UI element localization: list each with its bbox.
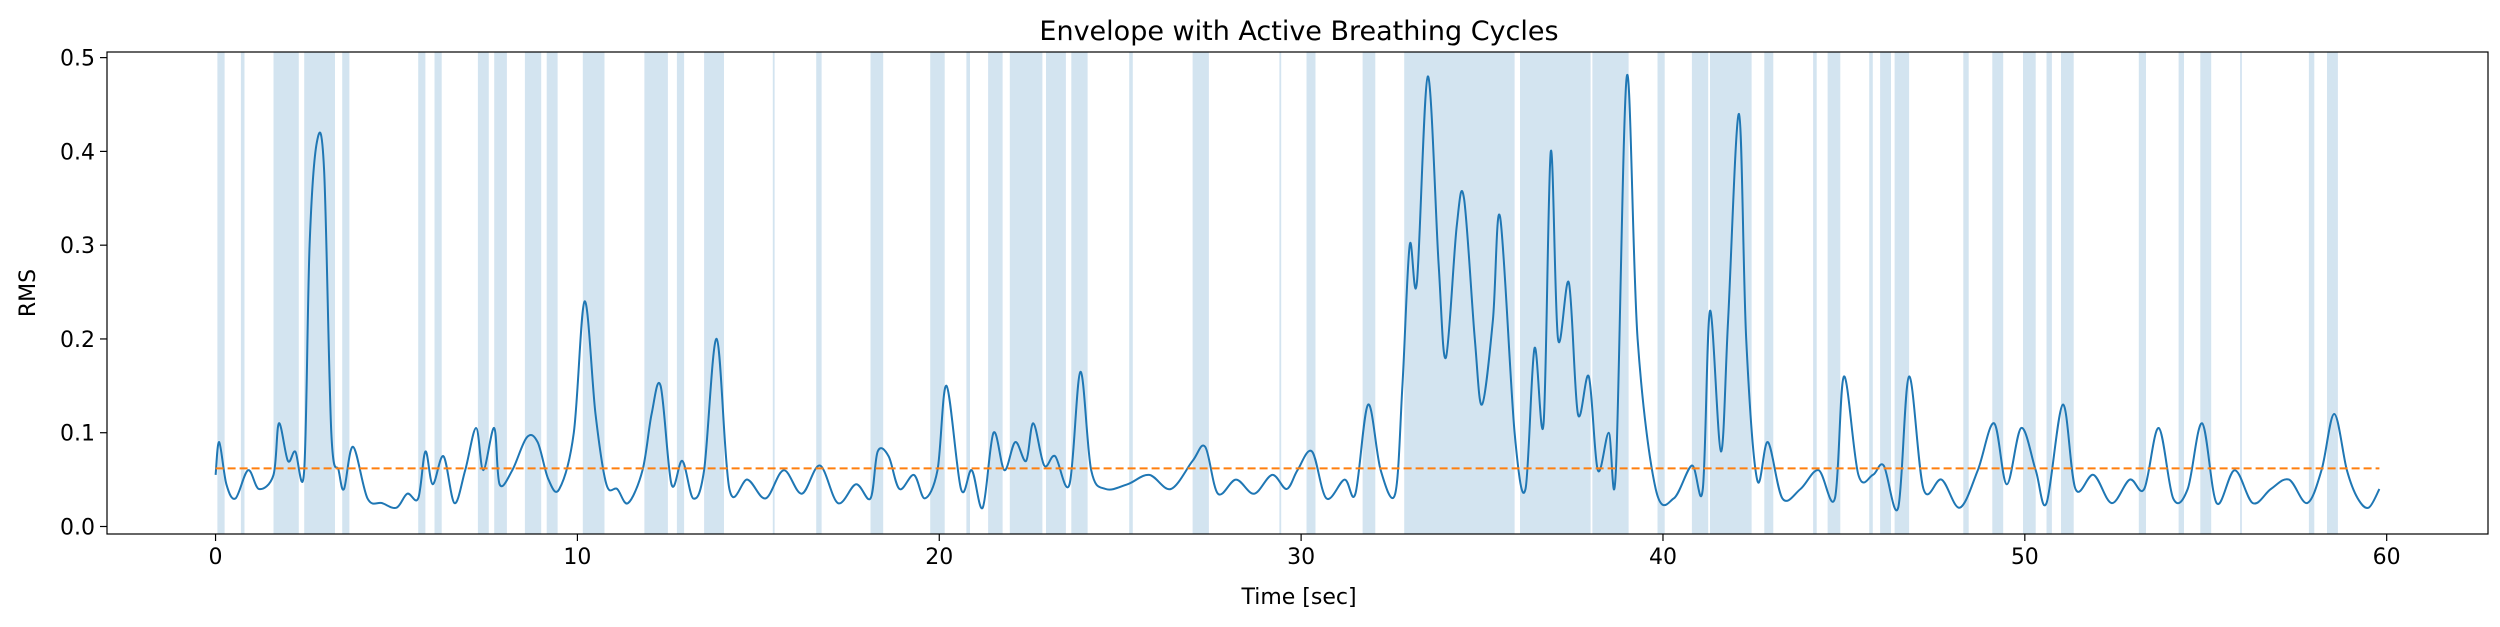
active-span: [1071, 52, 1088, 534]
active-span: [1129, 52, 1133, 534]
active-span: [1813, 52, 1817, 534]
x-axis-ticks: 0 10 20 30 40 50 60: [209, 534, 2401, 570]
active-span: [524, 52, 542, 534]
active-span: [2061, 52, 2074, 534]
y-tick-label: 0.1: [60, 422, 95, 447]
active-span: [816, 52, 822, 534]
active-span: [217, 52, 225, 534]
active-span: [1279, 52, 1282, 534]
y-axis-label: RMS: [16, 269, 41, 317]
y-tick-label: 0.5: [60, 47, 95, 72]
active-span: [2200, 52, 2212, 534]
y-tick-label: 0.2: [60, 328, 95, 353]
chart-title: Envelope with Active Breathing Cycles: [1039, 16, 1558, 47]
active-span: [546, 52, 558, 534]
active-span: [494, 52, 507, 534]
x-tick-label: 40: [1649, 545, 1677, 570]
active-span: [2138, 52, 2146, 534]
y-tick-label: 0.3: [60, 234, 95, 259]
active-span: [1764, 52, 1774, 534]
active-span: [1880, 52, 1891, 534]
active-span: [1827, 52, 1841, 534]
active-span: [676, 52, 685, 534]
active-span: [2023, 52, 2036, 534]
active-span: [1963, 52, 1969, 534]
active-span: [1992, 52, 2004, 534]
active-span: [1192, 52, 1209, 534]
active-span: [2046, 52, 2052, 534]
active-span: [1657, 52, 1665, 534]
active-span: [240, 52, 245, 534]
active-span: [966, 52, 970, 534]
active-span: [477, 52, 489, 534]
plot-lines: [214, 73, 2381, 512]
active-span: [1592, 52, 1629, 534]
active-span: [342, 52, 350, 534]
active-span: [870, 52, 884, 534]
active-span: [582, 52, 605, 534]
y-tick-label: 0.4: [60, 140, 95, 165]
active-span: [1306, 52, 1316, 534]
active-span: [704, 52, 724, 534]
y-tick-label: 0.0: [60, 515, 95, 540]
x-axis-label: Time [sec]: [1240, 585, 1356, 610]
active-span: [1404, 52, 1515, 534]
active-span: [1009, 52, 1043, 534]
active-span: [2308, 52, 2315, 534]
x-tick-label: 0: [209, 545, 223, 570]
x-tick-label: 20: [925, 545, 953, 570]
active-span: [2178, 52, 2184, 534]
active-span: [1691, 52, 1709, 534]
active-span: [2327, 52, 2338, 534]
active-span: [418, 52, 426, 534]
x-tick-label: 60: [2373, 545, 2401, 570]
active-span: [434, 52, 442, 534]
x-tick-label: 30: [1287, 545, 1315, 570]
active-span: [1362, 52, 1376, 534]
active-span: [930, 52, 945, 534]
active-span: [1046, 52, 1066, 534]
y-axis-ticks: 0.0 0.1 0.2 0.3 0.4 0.5: [60, 47, 107, 540]
active-span: [772, 52, 775, 534]
x-tick-label: 50: [2011, 545, 2039, 570]
active-span: [2240, 52, 2242, 534]
active-span: [988, 52, 1003, 534]
active-span: [644, 52, 668, 534]
active-span: [273, 52, 299, 534]
envelope-line: [214, 73, 2381, 512]
active-span: [1869, 52, 1873, 534]
x-tick-label: 10: [563, 545, 591, 570]
plot-frame: [106, 51, 2489, 535]
active-breathing-spans: [217, 52, 2338, 534]
